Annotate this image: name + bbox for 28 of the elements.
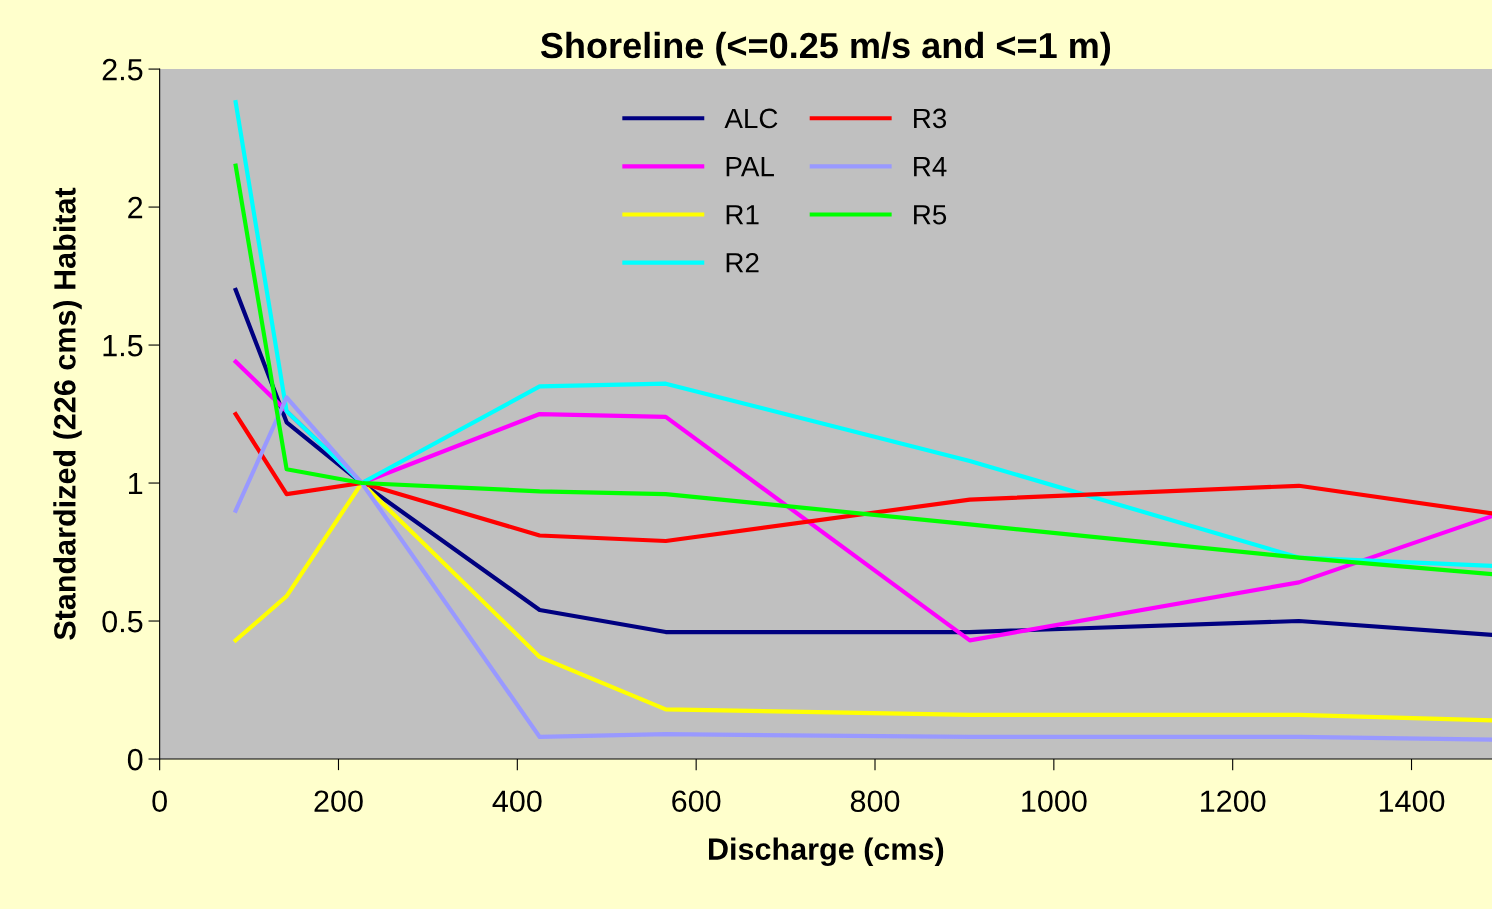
- y-tick-label: 1: [129, 473, 143, 495]
- legend-label: R5: [914, 205, 947, 225]
- y-tick-label: 2: [128, 196, 143, 219]
- x-tick-label: 800: [850, 790, 900, 813]
- chart-title: Shoreline (<=0.25 m/s and <=1 m): [540, 31, 1111, 66]
- x-tick-label: 1000: [1022, 790, 1087, 813]
- legend-label: R2: [726, 252, 759, 273]
- legend-label: ALC: [724, 108, 778, 129]
- y-tick-label: 1.5: [103, 335, 143, 357]
- legend-label: PAL: [726, 157, 774, 177]
- x-tick-label: 1200: [1201, 790, 1266, 813]
- y-tick-label: 0: [127, 748, 143, 771]
- x-axis-title: Discharge (cms): [709, 837, 944, 867]
- legend-label: R3: [914, 108, 947, 129]
- legend-label: R1: [726, 205, 759, 225]
- line-series: [233, 411, 1492, 544]
- x-tick-label: 200: [314, 790, 363, 813]
- legend-label: R4: [914, 157, 947, 177]
- x-tick-label: 400: [492, 790, 542, 813]
- line-series: [233, 395, 1492, 742]
- line-series: [233, 287, 1492, 637]
- x-tick-label: 0: [152, 790, 167, 813]
- x-tick-label: 600: [672, 790, 721, 813]
- x-tick-label: 1400: [1379, 790, 1445, 813]
- line-series: [233, 100, 1492, 568]
- y-axis-title: Standardized (226 cms) Habitat: [53, 187, 82, 640]
- y-tick-label: 2.5: [102, 58, 143, 81]
- y-tick-label: 0.5: [102, 610, 143, 633]
